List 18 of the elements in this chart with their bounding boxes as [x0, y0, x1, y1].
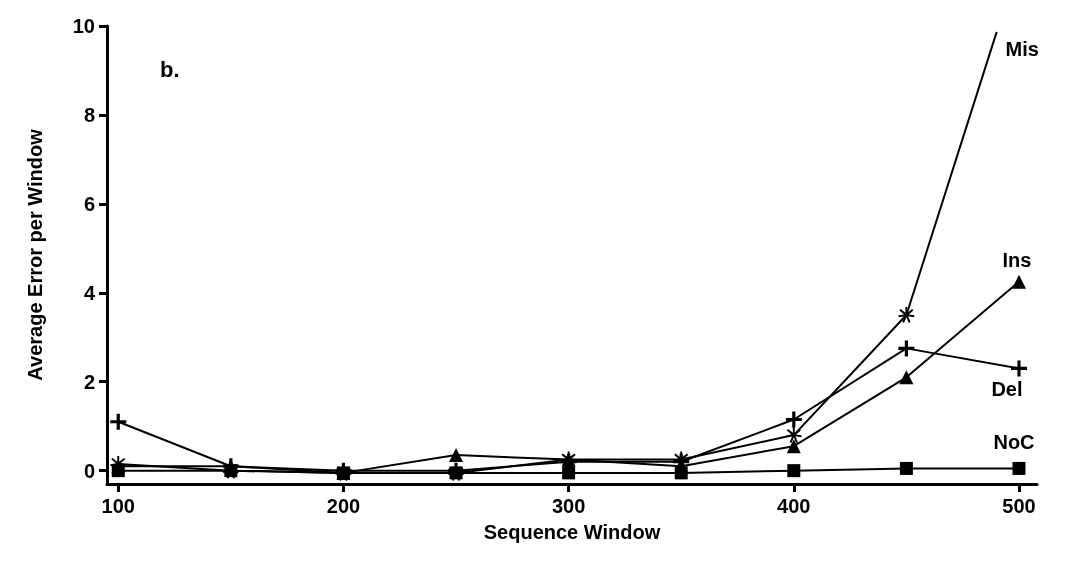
y-tick-label: 10 — [72, 15, 95, 37]
series-label: NoC — [993, 430, 1035, 453]
series-label: Mis — [1005, 37, 1039, 60]
x-tick-label: 500 — [1002, 495, 1036, 517]
y-tick-label: 2 — [83, 370, 95, 393]
y-tick-label: 4 — [83, 281, 96, 304]
y-tick-label: 8 — [83, 103, 95, 126]
annotation: b. — [160, 56, 180, 82]
y-axis-title: Average Error per Window — [24, 128, 46, 381]
x-tick-label: 300 — [551, 495, 586, 517]
x-tick-label: 100 — [101, 495, 135, 517]
series-label: Del — [991, 378, 1023, 401]
x-tick-label: 200 — [326, 495, 361, 517]
x-tick-label: 400 — [777, 495, 811, 517]
series-label: Ins — [1002, 248, 1032, 271]
y-tick-label: 0 — [83, 459, 95, 482]
y-tick-label: 6 — [83, 192, 95, 215]
x-axis-title: Sequence Window — [483, 521, 661, 543]
